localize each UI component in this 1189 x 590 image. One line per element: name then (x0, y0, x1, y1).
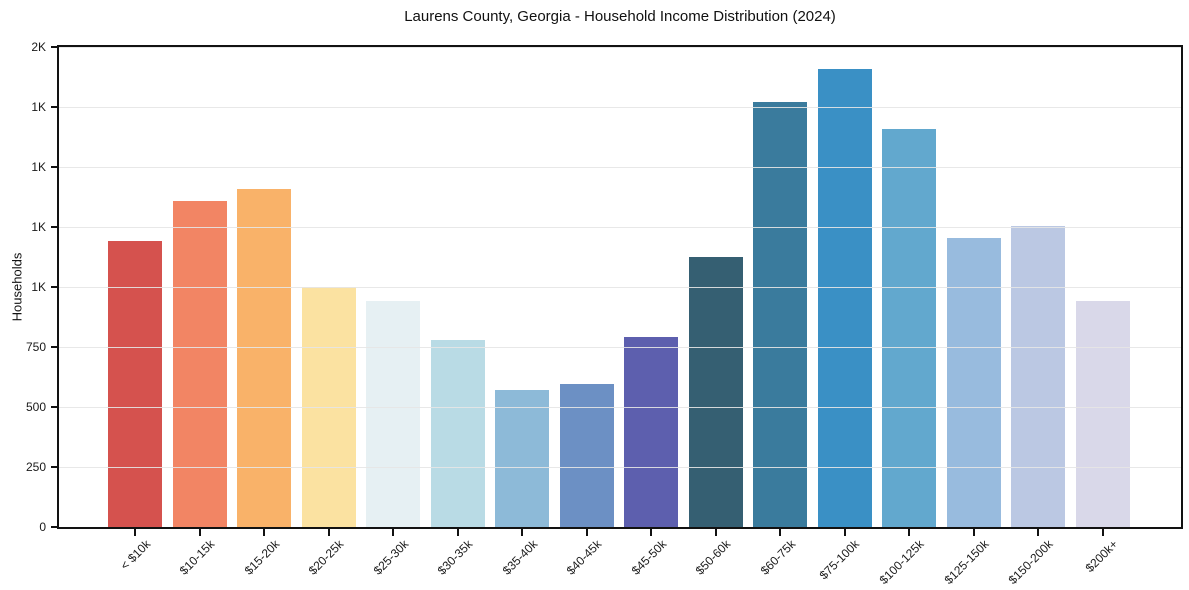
bar (172, 200, 227, 527)
y-tick-label: 2K (31, 40, 46, 54)
bar (882, 128, 936, 527)
bar (1075, 301, 1130, 527)
bar (753, 102, 807, 527)
y-tick-label: 1K (31, 160, 46, 174)
y-tick-label: 750 (25, 340, 46, 354)
x-tick-mark (327, 529, 330, 536)
plot-area (57, 45, 1183, 529)
x-tick-mark (843, 529, 846, 536)
y-tick-label: 250 (25, 460, 46, 474)
x-tick-mark (1037, 529, 1039, 536)
x-tick-mark (521, 529, 523, 536)
x-tick-label: $125-150k (941, 537, 992, 588)
y-tick-label: 1K (31, 100, 46, 114)
gridline (59, 286, 1181, 288)
x-tick-label: $50-60k (692, 537, 734, 578)
x-tick-label: $100-125k (876, 537, 927, 588)
chart-title: Laurens County, Georgia - Household Inco… (404, 8, 836, 25)
gridline (59, 226, 1181, 228)
bar (1011, 225, 1065, 527)
y-tick-mark (51, 526, 59, 528)
y-tick-label: 0 (39, 520, 46, 534)
gridline (59, 346, 1181, 348)
y-tick-mark (51, 166, 59, 168)
x-tick-mark (392, 529, 394, 536)
bar (817, 68, 872, 527)
x-tick-label: $200k+ (1082, 537, 1121, 575)
bar (430, 339, 485, 527)
x-tick-label: $20-25k (305, 537, 347, 578)
x-tick-label: $45-50k (628, 537, 669, 578)
y-tick-mark (51, 286, 59, 288)
y-tick-mark (51, 406, 59, 408)
y-tick-label: 1K (31, 280, 46, 294)
x-tick-mark (198, 529, 201, 536)
x-tick-mark (585, 529, 588, 536)
bar (495, 390, 549, 527)
bar (366, 301, 420, 527)
gridline (59, 406, 1181, 408)
x-tick-mark (1101, 529, 1104, 536)
bar (688, 257, 743, 527)
gridline (59, 166, 1181, 168)
y-tick-label: 500 (25, 400, 46, 414)
y-tick-label: 1K (31, 220, 46, 234)
x-tick-label: $10-15k (176, 537, 218, 578)
x-tick-label: $40-45k (563, 537, 605, 578)
x-tick-label: $35-40k (499, 537, 540, 578)
x-tick-mark (779, 529, 781, 536)
bar (237, 188, 291, 527)
bar (559, 384, 614, 527)
x-tick-mark (972, 529, 975, 536)
gridline (59, 106, 1181, 108)
x-tick-label: $150-200k (1005, 537, 1056, 588)
y-tick-mark (51, 466, 59, 468)
x-tick-mark (134, 529, 136, 536)
x-tick-mark (714, 529, 717, 536)
x-tick-mark (650, 529, 652, 536)
gridline (59, 46, 1181, 48)
y-tick-mark (51, 346, 59, 348)
bar (624, 337, 678, 527)
x-tick-label: $75-100k (817, 537, 863, 583)
x-tick-mark (456, 529, 459, 536)
bar (108, 241, 162, 527)
bar (946, 237, 1001, 527)
x-tick-label: $60-75k (757, 537, 798, 578)
x-tick-mark (263, 529, 265, 536)
x-tick-label: < $10k (117, 537, 153, 573)
y-tick-mark (51, 226, 59, 228)
y-tick-mark (51, 46, 59, 48)
x-tick-label: $15-20k (241, 537, 282, 578)
y-tick-mark (51, 106, 59, 108)
gridline (59, 466, 1181, 468)
x-tick-mark (908, 529, 910, 536)
x-tick-label: $30-35k (434, 537, 476, 578)
x-tick-label: $25-30k (370, 537, 411, 578)
